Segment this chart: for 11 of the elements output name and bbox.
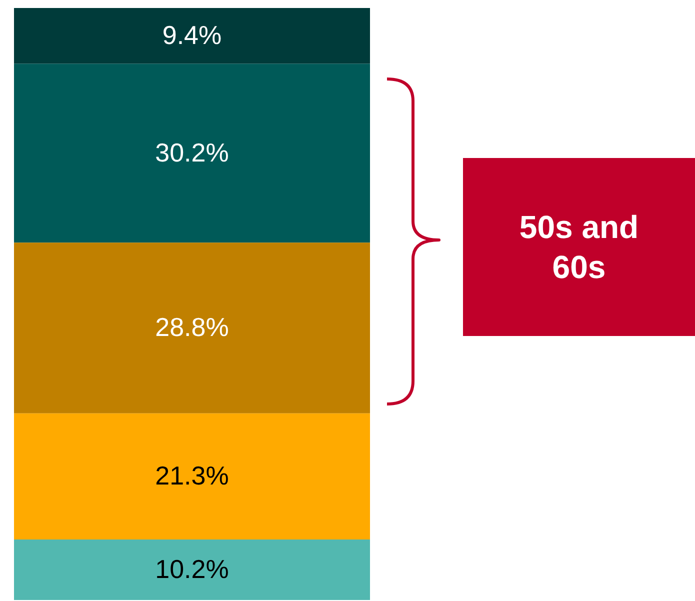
bar xyxy=(14,8,370,64)
data-label: 9.4% xyxy=(162,20,222,50)
bar xyxy=(14,540,370,600)
bar xyxy=(14,242,370,414)
text: 50s and 60s xyxy=(463,158,695,336)
data-label: 21.3% xyxy=(155,460,229,491)
data-label: 10.2% xyxy=(155,554,229,584)
data-label: 28.8% xyxy=(155,312,229,342)
bar xyxy=(14,64,370,243)
bar xyxy=(14,413,370,540)
data-label: 30.2% xyxy=(155,137,229,168)
